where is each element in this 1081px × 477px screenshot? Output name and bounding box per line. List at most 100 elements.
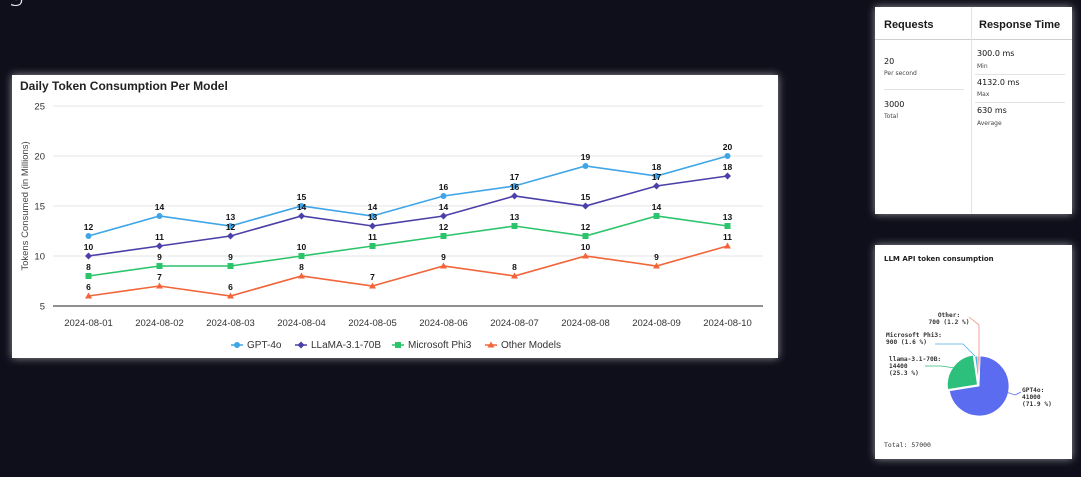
data-point	[85, 292, 92, 299]
legend-label: Microsoft Phi3	[408, 340, 472, 351]
requests-header: Requests	[884, 19, 934, 31]
data-point	[298, 253, 305, 259]
response-row-divider-2	[975, 102, 1065, 103]
legend-label: GPT-4o	[247, 340, 282, 351]
y-tick-label: 20	[34, 152, 45, 163]
x-tick-label: 2024-08-09	[632, 318, 681, 329]
data-point	[653, 182, 660, 190]
data-label: 10	[581, 242, 591, 252]
data-label: 20	[723, 142, 733, 152]
response-average-value: 630 ms	[977, 106, 1007, 115]
data-point	[440, 193, 447, 199]
leader-line-gpt	[999, 389, 1022, 396]
data-point	[298, 272, 305, 279]
legend-item: Other Models	[485, 340, 561, 351]
data-point	[440, 212, 447, 220]
data-point	[653, 213, 660, 219]
pie-label-line: 700 (1.2 %)	[929, 319, 970, 326]
pie-chart-title: LLM API token consumption	[884, 255, 994, 263]
data-label: 10	[297, 242, 307, 252]
data-label: 8	[299, 262, 304, 272]
data-point	[156, 213, 163, 219]
response-row-divider-1	[975, 74, 1065, 75]
y-tick-label: 10	[34, 252, 45, 263]
data-point	[298, 203, 305, 209]
pie-label-line: Other:	[938, 312, 960, 319]
requests-row-divider	[884, 89, 964, 90]
data-point	[298, 212, 305, 220]
data-point	[297, 341, 305, 349]
data-point	[511, 192, 518, 200]
legend-label: Other Models	[501, 340, 561, 351]
data-label: 16	[510, 182, 520, 192]
data-point	[227, 232, 234, 240]
data-label: 11	[155, 232, 164, 242]
data-label: 14	[439, 202, 449, 212]
data-point	[724, 242, 731, 249]
data-point	[234, 342, 240, 348]
pie-label-other: Other:700 (1.2 %)	[929, 312, 970, 326]
y-axis-label: Tokens Consumed (in Millions)	[20, 141, 31, 270]
header-divider	[875, 39, 1072, 40]
y-tick-label: 5	[40, 302, 45, 313]
data-label: 14	[652, 202, 662, 212]
data-label: 18	[652, 162, 662, 172]
data-label: 17	[652, 172, 662, 182]
y-tick-label: 15	[34, 202, 45, 213]
pie-label-line: 41000	[1022, 394, 1041, 401]
data-point	[369, 282, 376, 289]
response-min-value: 300.0 ms	[977, 49, 1015, 58]
data-label: 8	[86, 262, 91, 272]
data-point	[395, 342, 401, 348]
data-point	[227, 292, 234, 299]
pie-label-line: GPT4o:	[1022, 387, 1044, 394]
column-divider	[971, 7, 972, 214]
data-label: 14	[155, 202, 165, 212]
data-label: 16	[439, 182, 449, 192]
x-tick-label: 2024-08-02	[135, 318, 184, 329]
series-other-models: 6 7 6 8 7 9 8 10 9 11	[85, 232, 732, 299]
data-label: 12	[84, 222, 94, 232]
data-label: 13	[368, 212, 378, 222]
pie-label-llama: llama-3.1-70B:14400(25.3 %)	[889, 356, 941, 377]
data-label: 6	[228, 282, 233, 292]
data-point	[440, 233, 447, 239]
data-label: 9	[228, 252, 233, 262]
data-label: 18	[723, 162, 733, 172]
data-point	[582, 233, 589, 239]
page-heading-partial: g g	[0, 0, 25, 7]
data-label: 15	[581, 192, 591, 202]
x-tick-label: 2024-08-06	[419, 318, 468, 329]
data-label: 9	[654, 252, 659, 262]
data-point	[369, 213, 376, 219]
data-label: 14	[368, 202, 378, 212]
data-point	[653, 173, 660, 179]
data-label: 12	[226, 222, 236, 232]
response-average-label: Average	[977, 120, 1002, 127]
data-point	[511, 223, 518, 229]
requests-per-second-value: 20	[884, 57, 895, 66]
legend-label: LLaMA-3.1-70B	[311, 340, 381, 351]
data-point	[582, 252, 589, 259]
legend-item: Microsoft Phi3	[392, 340, 472, 351]
data-label: 6	[86, 282, 91, 292]
pie-slice-other	[977, 355, 981, 387]
pie-label-line: Microsoft Phi3:	[886, 331, 942, 339]
line-chart-title: Daily Token Consumption Per Model	[20, 79, 228, 93]
line-chart: Daily Token Consumption Per Model Tokens …	[20, 79, 763, 351]
line-chart-card: Daily Token Consumption Per Model Tokens …	[12, 75, 778, 358]
data-label: 19	[581, 152, 591, 162]
series-line	[88, 155, 728, 237]
data-point	[724, 223, 731, 229]
data-label: 14	[297, 202, 307, 212]
data-point	[511, 183, 518, 189]
data-label: 12	[581, 222, 591, 232]
data-point	[156, 282, 163, 289]
requests-total-value: 3000	[884, 100, 905, 109]
data-label: 15	[297, 192, 307, 202]
data-point	[369, 222, 376, 230]
pie-chart: GPT4o:41000(71.9 %) llama-3.1-70B:14400(2…	[886, 312, 1052, 417]
data-point	[724, 153, 731, 159]
pie-label-line: llama-3.1-70B:	[889, 356, 941, 363]
